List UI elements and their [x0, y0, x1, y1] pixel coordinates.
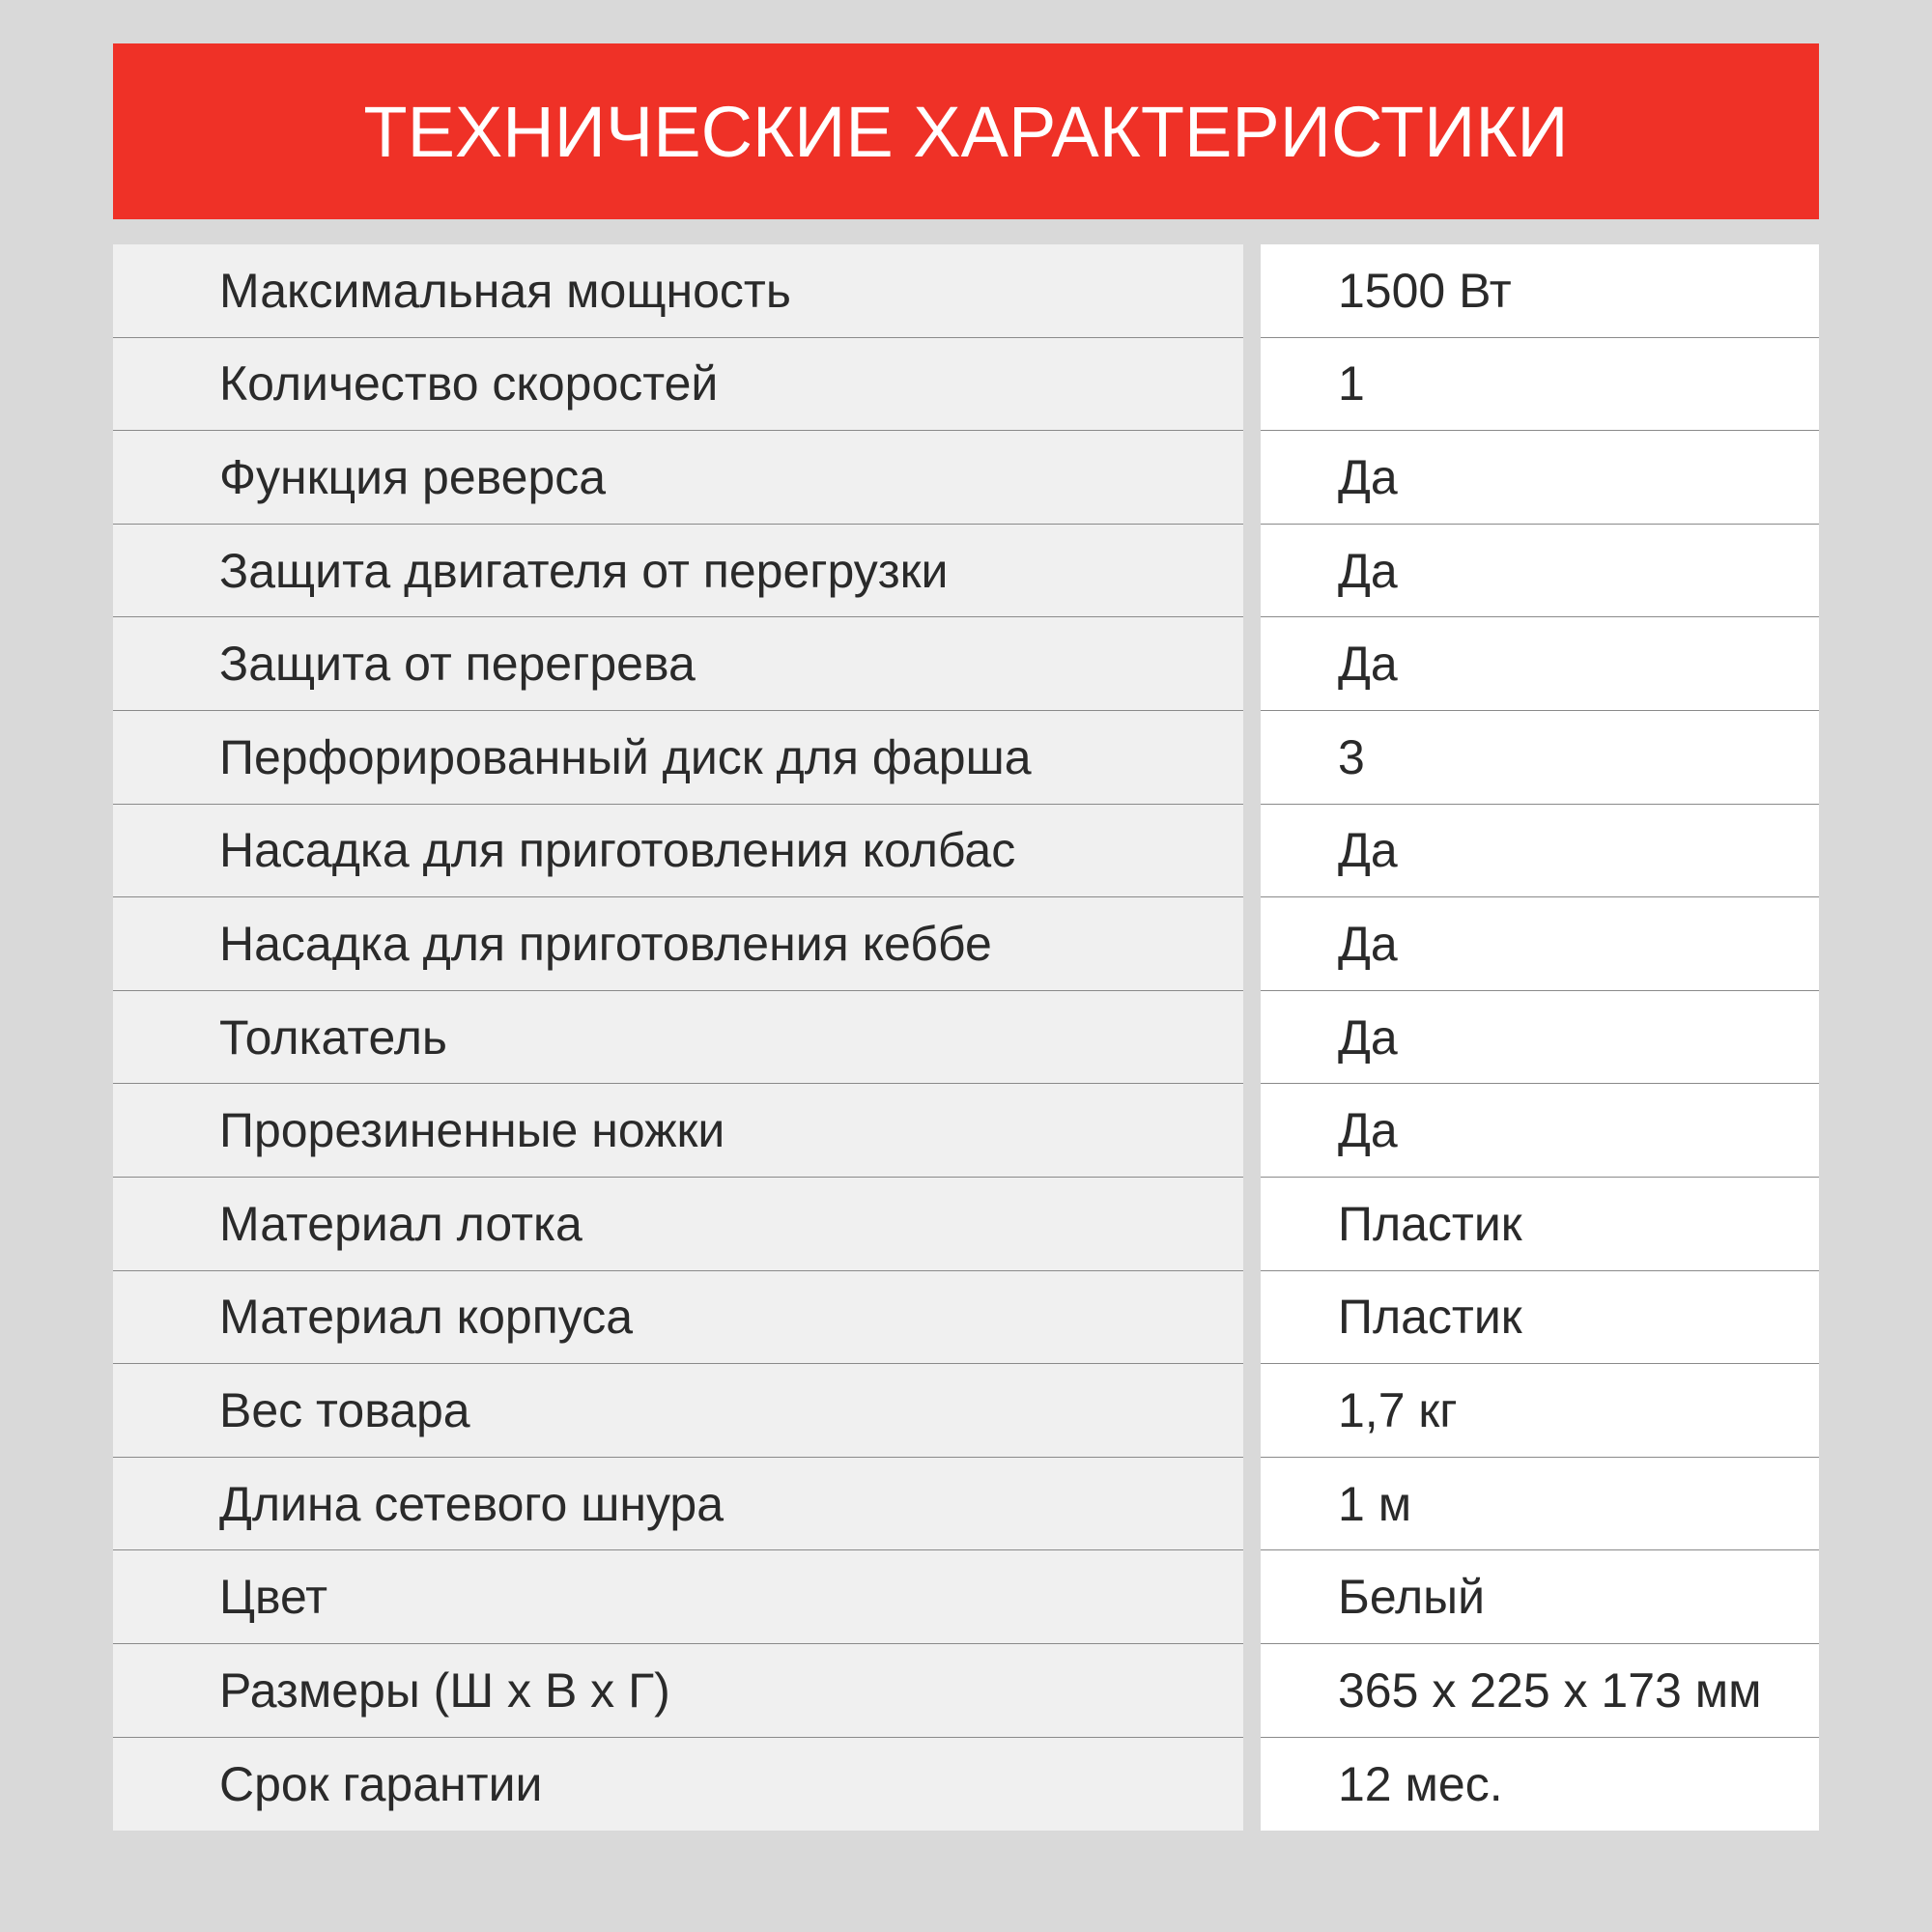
spec-label: Прорезиненные ножки: [113, 1084, 1243, 1178]
spec-label: Максимальная мощность: [113, 244, 1243, 338]
column-gap: [1243, 1084, 1261, 1178]
spec-value: 3: [1261, 710, 1819, 805]
spec-value: Да: [1261, 897, 1819, 991]
column-gap: [1243, 1270, 1261, 1365]
spec-row: Цвет Белый: [113, 1550, 1819, 1644]
spec-row: Материал лотка Пластик: [113, 1177, 1819, 1271]
spec-table: Максимальная мощность 1500 Вт Количество с…: [113, 244, 1819, 1832]
spec-label: Материал лотка: [113, 1177, 1243, 1271]
spec-row: Насадка для приготовления колбас Да: [113, 804, 1819, 898]
spec-label: Размеры (Ш х В х Г): [113, 1643, 1243, 1738]
spec-value: Да: [1261, 990, 1819, 1085]
spec-label: Функция реверса: [113, 431, 1243, 525]
spec-value: Да: [1261, 431, 1819, 525]
spec-row: Количество скоростей 1: [113, 337, 1819, 432]
spec-value: Да: [1261, 617, 1819, 711]
spec-value: Да: [1261, 524, 1819, 618]
column-gap: [1243, 710, 1261, 805]
spec-row: Функция реверса Да: [113, 431, 1819, 525]
spec-row: Насадка для приготовления кеббе Да: [113, 897, 1819, 991]
spec-value: Пластик: [1261, 1270, 1819, 1365]
column-gap: [1243, 1177, 1261, 1271]
spec-label: Насадка для приготовления колбас: [113, 804, 1243, 898]
spec-row: Защита двигателя от перегрузки Да: [113, 524, 1819, 618]
column-gap: [1243, 1550, 1261, 1644]
column-gap: [1243, 1643, 1261, 1738]
column-gap: [1243, 804, 1261, 898]
spec-row: Срок гарантии 12 мес.: [113, 1737, 1819, 1832]
spec-value: 1,7 кг: [1261, 1364, 1819, 1458]
spec-value: 1500 Вт: [1261, 244, 1819, 338]
spec-row: Максимальная мощность 1500 Вт: [113, 244, 1819, 338]
spec-label: Защита от перегрева: [113, 617, 1243, 711]
spec-label: Насадка для приготовления кеббе: [113, 897, 1243, 991]
spec-label: Материал корпуса: [113, 1270, 1243, 1365]
column-gap: [1243, 617, 1261, 711]
spec-value: 1: [1261, 337, 1819, 432]
spec-label: Вес товара: [113, 1364, 1243, 1458]
spec-value: Да: [1261, 1084, 1819, 1178]
column-gap: [1243, 244, 1261, 338]
column-gap: [1243, 431, 1261, 525]
column-gap: [1243, 337, 1261, 432]
column-gap: [1243, 1364, 1261, 1458]
spec-label: Защита двигателя от перегрузки: [113, 524, 1243, 618]
spec-row: Защита от перегрева Да: [113, 617, 1819, 711]
spec-row: Длина сетевого шнура 1 м: [113, 1457, 1819, 1551]
spec-value: 365 х 225 х 173 мм: [1261, 1643, 1819, 1738]
spec-value: 1 м: [1261, 1457, 1819, 1551]
spec-value: 12 мес.: [1261, 1737, 1819, 1832]
column-gap: [1243, 524, 1261, 618]
column-gap: [1243, 1737, 1261, 1832]
spec-label: Цвет: [113, 1550, 1243, 1644]
spec-value: Да: [1261, 804, 1819, 898]
spec-row: Материал корпуса Пластик: [113, 1270, 1819, 1365]
spec-label: Количество скоростей: [113, 337, 1243, 432]
header-banner: ТЕХНИЧЕСКИЕ ХАРАКТЕРИСТИКИ: [113, 43, 1819, 219]
spec-row: Толкатель Да: [113, 990, 1819, 1085]
spec-row: Вес товара 1,7 кг: [113, 1364, 1819, 1458]
spec-value: Белый: [1261, 1550, 1819, 1644]
spec-label: Перфорированный диск для фарша: [113, 710, 1243, 805]
spec-label: Толкатель: [113, 990, 1243, 1085]
spec-label: Длина сетевого шнура: [113, 1457, 1243, 1551]
column-gap: [1243, 1457, 1261, 1551]
spec-row: Прорезиненные ножки Да: [113, 1084, 1819, 1178]
spec-row: Перфорированный диск для фарша 3: [113, 710, 1819, 805]
column-gap: [1243, 897, 1261, 991]
spec-row: Размеры (Ш х В х Г) 365 х 225 х 173 мм: [113, 1643, 1819, 1738]
spec-value: Пластик: [1261, 1177, 1819, 1271]
column-gap: [1243, 990, 1261, 1085]
spec-label: Срок гарантии: [113, 1737, 1243, 1832]
page-title: ТЕХНИЧЕСКИЕ ХАРАКТЕРИСТИКИ: [363, 91, 1569, 172]
